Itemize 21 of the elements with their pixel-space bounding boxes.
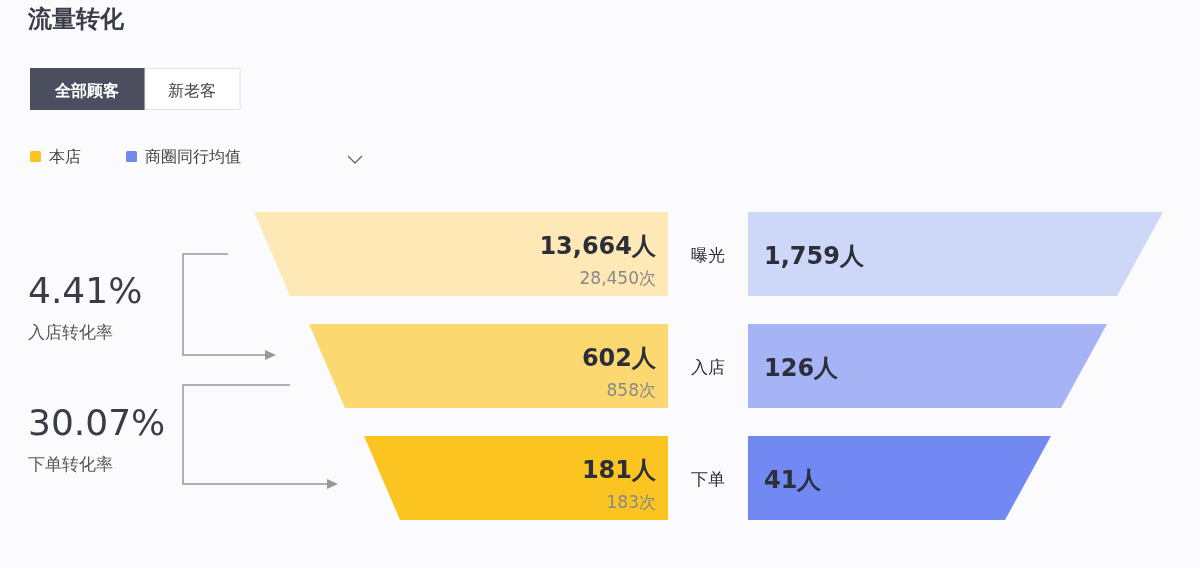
- control-button-active: 全部顾客: [30, 68, 145, 110]
- category-label: 下单: [691, 469, 725, 489]
- text: 858次: [606, 380, 656, 400]
- text: 4.41%: [28, 270, 143, 311]
- text: 流量转化: [27, 5, 125, 33]
- text: 30.07%: [28, 402, 166, 443]
- control-button: 新老客: [144, 68, 241, 110]
- text: 28,450次: [579, 268, 656, 288]
- text: 下单转化率: [28, 454, 113, 474]
- data-label: 1,759人: [764, 242, 865, 270]
- data-label: 181人: [581, 456, 657, 484]
- category-label: 曝光: [691, 245, 725, 265]
- legend-label: 本店: [49, 147, 81, 166]
- data-label: 13,664人: [539, 232, 657, 260]
- text: 入店转化率: [28, 322, 113, 342]
- data-label: 41人: [764, 466, 823, 494]
- data-label: 126人: [764, 354, 840, 382]
- legend-label: 商圈同行均值: [145, 147, 241, 166]
- category-label: 入店: [691, 357, 725, 377]
- text: 183次: [606, 492, 656, 512]
- data-label: 602人: [581, 344, 657, 372]
